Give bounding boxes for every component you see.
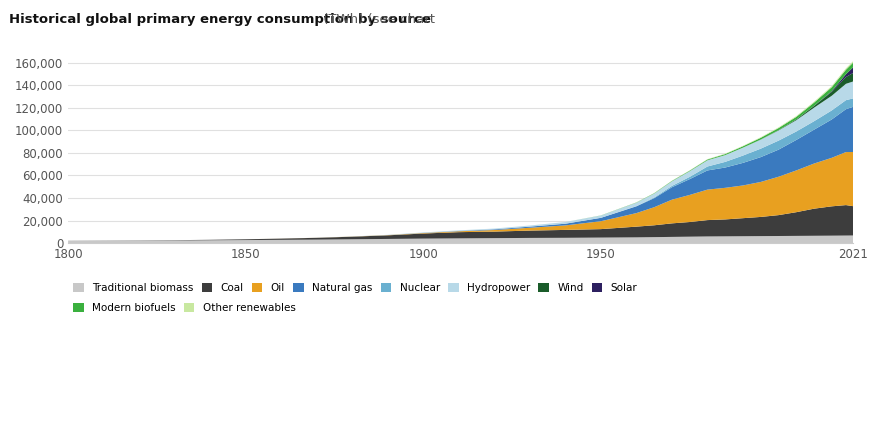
Legend: Modern biofuels, Other renewables: Modern biofuels, Other renewables xyxy=(73,303,296,313)
Text: Historical global primary energy consumption by source: Historical global primary energy consump… xyxy=(9,13,431,26)
Text: (TWh) (see chart: (TWh) (see chart xyxy=(319,13,439,26)
